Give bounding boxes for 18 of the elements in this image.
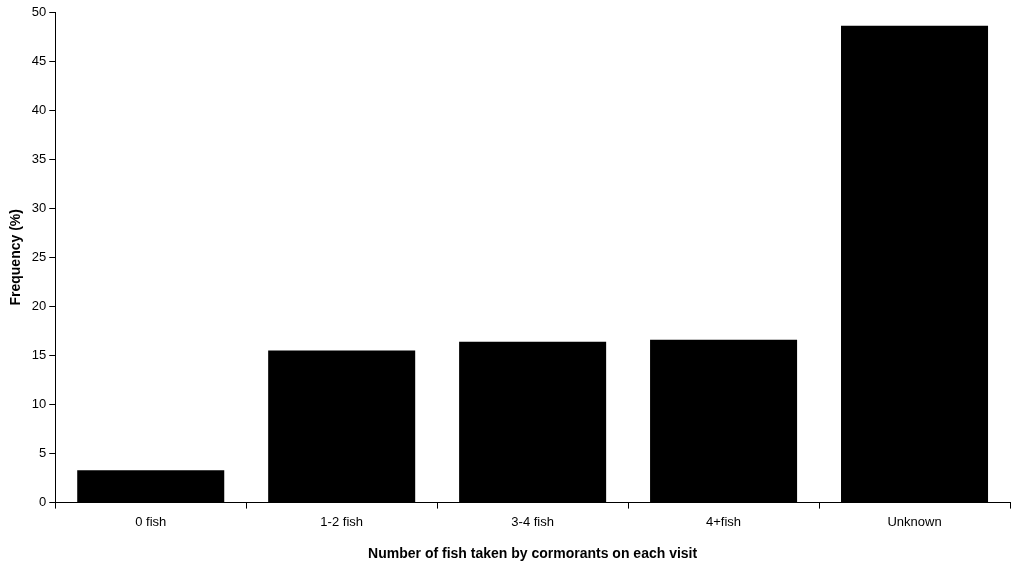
y-tick-label: 0 — [39, 494, 47, 510]
y-tick-label: 45 — [31, 52, 47, 68]
y-tick-label: 10 — [31, 396, 47, 412]
y-tick-label: 5 — [39, 445, 47, 461]
x-tick-label: 1-2 fish — [320, 513, 363, 529]
y-tick-label: 50 — [31, 3, 47, 19]
y-tick-label: 35 — [31, 150, 47, 166]
x-tick-label: 4+fish — [706, 513, 742, 529]
x-axis-title: Number of fish taken by cormorants on each visit — [368, 545, 698, 562]
y-tick-label: 15 — [31, 347, 47, 362]
y-tick-label: 25 — [31, 248, 47, 264]
x-tick-label: 3-4 fish — [511, 513, 554, 529]
x-tick-label: Unknown — [887, 513, 942, 529]
y-tick-label: 40 — [31, 101, 47, 117]
y-tick-label: 30 — [31, 199, 47, 215]
y-tick-label: 20 — [31, 297, 47, 313]
x-tick-label: 0 fish — [135, 513, 167, 529]
y-axis-title: Frequency (%) — [7, 209, 24, 306]
